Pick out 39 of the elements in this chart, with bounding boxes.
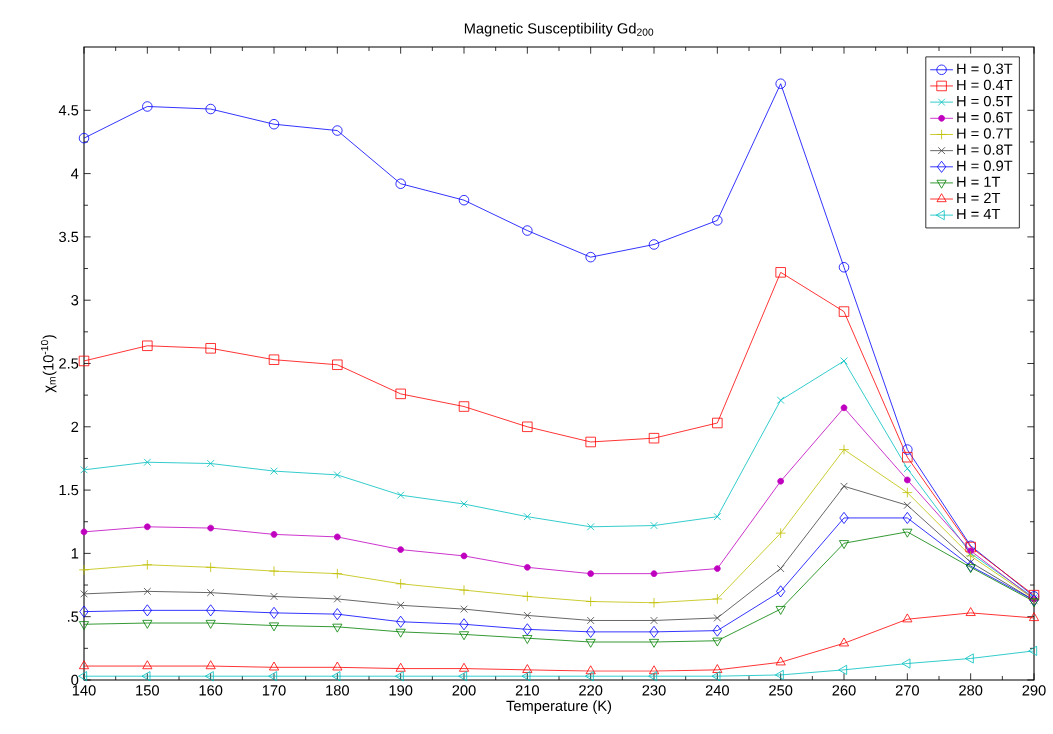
- chart-title: Magnetic Susceptibility Gd$_{200}$: [464, 22, 654, 37]
- y-tick-label: 4.5: [58, 105, 79, 116]
- y-tick-label: .5: [67, 611, 79, 622]
- x-tick-label: 220: [579, 685, 603, 696]
- legend-label: H = 0.5T: [957, 95, 1013, 107]
- x-tick-label: 250: [769, 685, 793, 696]
- y-tick-label: 2: [71, 421, 79, 432]
- x-tick-label: 200: [452, 685, 476, 696]
- legend-label: H = 0.9T: [957, 160, 1013, 171]
- y-tick-label: 2.5: [59, 358, 79, 369]
- x-tick-label: 160: [199, 685, 223, 696]
- legend-label: H = 0.6T: [957, 112, 1013, 123]
- x-tick-label: 190: [389, 685, 413, 696]
- x-tick-label: 150: [136, 685, 159, 696]
- y-tick-label: 1: [71, 548, 79, 559]
- y-tick-label: 0: [71, 674, 79, 686]
- x-tick-label: 280: [959, 685, 983, 696]
- x-tick-label: 260: [832, 685, 856, 696]
- x-tick-label: 290: [1022, 685, 1046, 696]
- legend-label: H = 0.7T: [957, 128, 1013, 139]
- y-tick-label: 3: [71, 295, 79, 306]
- y-tick-label: 4: [71, 168, 79, 179]
- legend-label: H = 0.3T: [957, 63, 1013, 74]
- x-tick-label: 230: [642, 685, 666, 696]
- x-tick-label: 180: [326, 685, 349, 696]
- x-tick-label: 270: [895, 685, 919, 696]
- legend-label: H = 0.4T: [957, 79, 1013, 91]
- legend-label: H = 1T: [957, 176, 1001, 187]
- legend-label: H = 2T: [957, 192, 1001, 204]
- x-axis-title: Temperature (K): [506, 700, 612, 714]
- y-tick-label: 3.5: [59, 231, 79, 243]
- x-tick-label: 140: [72, 685, 96, 696]
- x-tick-label: 210: [515, 685, 539, 696]
- x-tick-label: 170: [262, 685, 286, 696]
- x-tick-label: 240: [705, 685, 729, 696]
- legend-label: H = 4T: [957, 208, 1001, 220]
- legend-label: H = 0.8T: [957, 144, 1013, 155]
- y-tick-label: 1.5: [59, 484, 79, 496]
- y-axis-title: χ$_{m}$(10$^{-10}$): [40, 335, 57, 393]
